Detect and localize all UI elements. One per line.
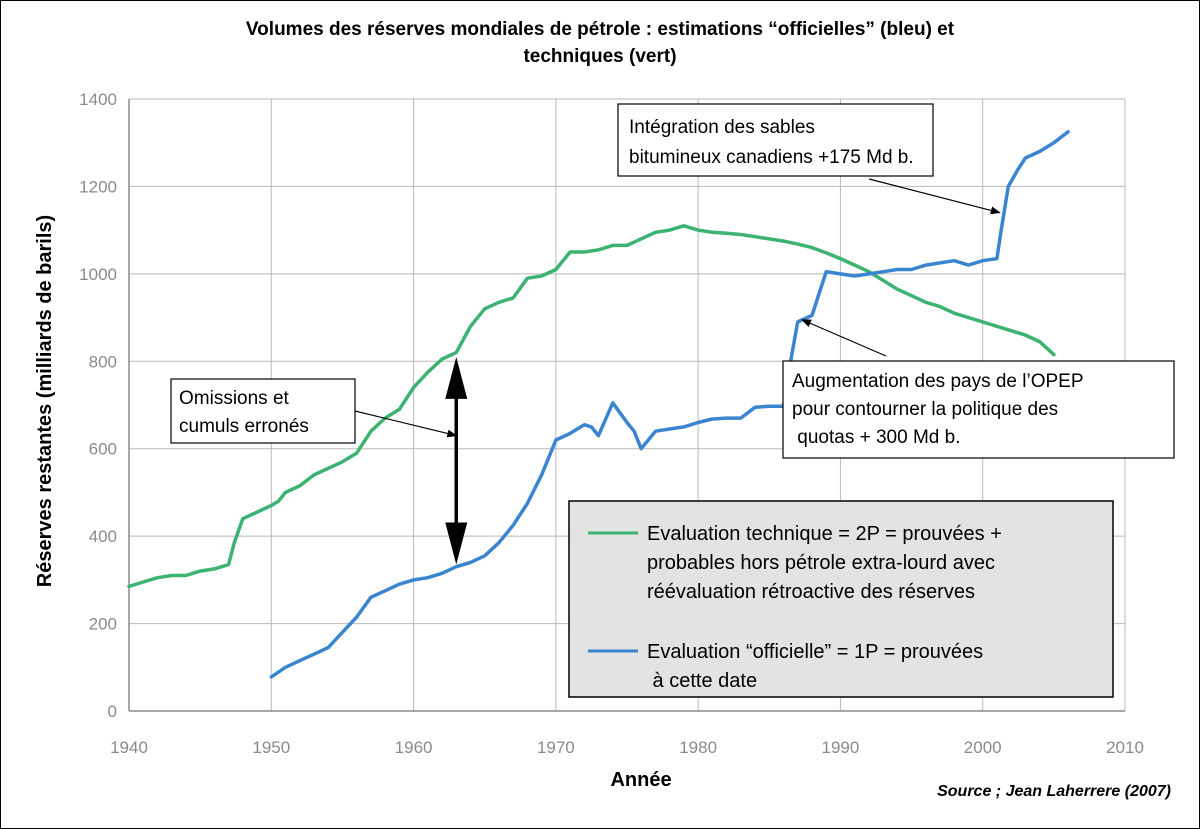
annotation-opep-line-3: quotas + 300 Md b.: [792, 427, 960, 448]
annotation-sables-line-1: Intégration des sables: [629, 117, 815, 138]
y-tick-label-1400: 1400: [79, 90, 117, 109]
x-tick-label-1960: 1960: [395, 738, 433, 757]
y-axis-label: Réserves restantes (milliards de barils): [34, 215, 56, 587]
annotation-sables: Intégration des sables bitumineux canadi…: [617, 103, 1001, 215]
annotation-opep-arrow: [801, 319, 887, 357]
x-tick-label-1990: 1990: [822, 738, 860, 757]
y-tick-label-200: 200: [89, 615, 117, 634]
axes: [128, 99, 1125, 712]
series-technique-line: [127, 224, 1056, 589]
x-tick-label-2000: 2000: [964, 738, 1002, 757]
annotation-sables-line-2: bitumineux canadiens +175 Md b.: [629, 147, 914, 168]
tick-labels: 1940 1950 1960 1970 1980 1990 2000 2010 0 200 400 6…: [79, 90, 1144, 757]
source-credit: Source ; Jean Laherrere (2007): [937, 783, 1171, 800]
gap-double-arrow-bottom-head: [445, 522, 468, 565]
chart-title-line-1: Volumes des réserves mondiales de pétrol…: [246, 19, 955, 40]
x-tick-label-1950: 1950: [252, 738, 290, 757]
y-tick-label-600: 600: [89, 440, 117, 459]
x-tick-label-2010: 2010: [1106, 738, 1144, 757]
annotation-opep-box: [782, 360, 1175, 459]
y-tick-label-800: 800: [89, 352, 117, 371]
y-tick-label-0: 0: [108, 702, 117, 721]
annotation-sables-box: [617, 103, 934, 177]
legend-technique-line-3: réévaluation rétroactive des réserves: [647, 581, 975, 603]
gap-double-arrow: [445, 356, 468, 565]
x-tick-label-1980: 1980: [679, 738, 717, 757]
x-tick-label-1940: 1940: [110, 738, 148, 757]
series-officielle-line: [269, 130, 1070, 679]
annotation-opep: Augmentation des pays de l’OPEP pour con…: [782, 319, 1175, 459]
legend-officielle-line-1: Evaluation “officielle” = 1P = prouvées: [647, 641, 983, 663]
x-axis-label: Année: [610, 769, 671, 791]
y-tick-label-1000: 1000: [79, 265, 117, 284]
y-tick-label-1200: 1200: [79, 177, 117, 196]
x-tick-label-1970: 1970: [537, 738, 575, 757]
annotation-omissions-line-1: Omissions et: [179, 388, 290, 409]
annotation-omissions-line-2: cumuls erronés: [179, 416, 309, 437]
legend-technique-line-1: Evaluation technique = 2P = prouvées +: [647, 523, 1002, 545]
legend-technique-line-2: probables hors pétrole extra-lourd avec: [647, 552, 995, 574]
gap-double-arrow-top-head: [445, 356, 468, 399]
legend-box: [568, 500, 1114, 698]
legend-officielle-line-2: à cette date: [647, 670, 757, 692]
annotation-opep-line-1: Augmentation des pays de l’OPEP: [792, 371, 1084, 392]
series-lines: [127, 130, 1070, 679]
annotation-sables-arrow: [868, 178, 1001, 215]
annotation-opep-line-2: pour contourner la politique des: [792, 399, 1058, 420]
legend: Evaluation technique = 2P = prouvées + p…: [568, 500, 1114, 698]
annotation-omissions-box: [170, 378, 356, 444]
y-tick-label-400: 400: [89, 527, 117, 546]
annotation-omissions: Omissions et cumuls erronés: [170, 378, 458, 444]
annotation-omissions-arrow: [354, 410, 458, 438]
chart-title-line-2: techniques (vert): [523, 46, 676, 67]
